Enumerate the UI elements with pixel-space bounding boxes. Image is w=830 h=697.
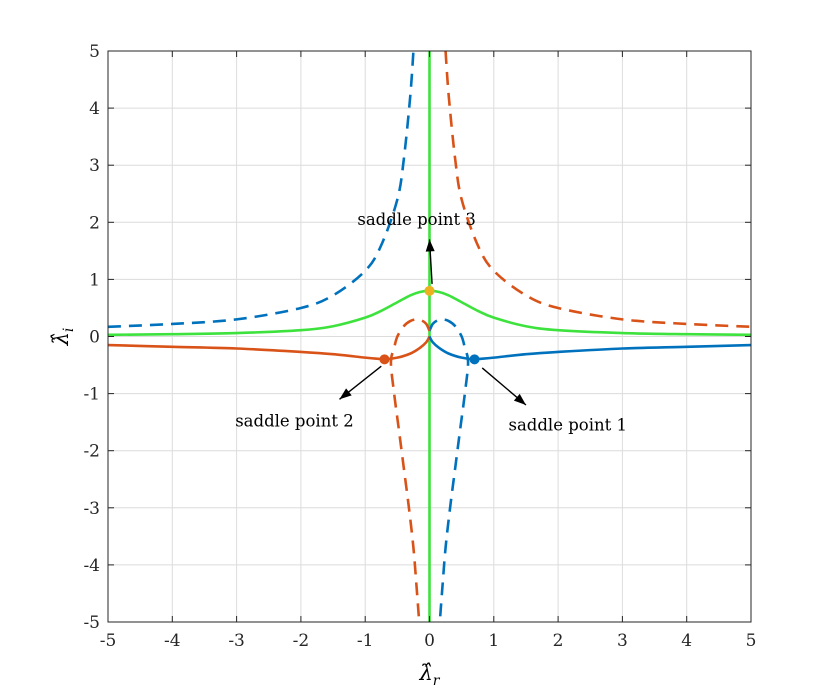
series-line-2 (108, 335, 431, 361)
y-tick-label: 2 (89, 213, 100, 233)
y-tick-label: -1 (83, 385, 100, 405)
series-line-7 (389, 318, 431, 622)
x-axis-label-sub: r (433, 673, 441, 689)
points-layer (379, 285, 480, 365)
y-tick-label: 0 (89, 328, 100, 348)
series-layer (108, 51, 751, 622)
x-tick-label: 3 (617, 631, 628, 651)
y-tick-label: -5 (83, 613, 100, 633)
annotation-arrow-head (513, 393, 526, 406)
annotation-label: saddle point 1 (508, 416, 627, 435)
annotation-arrow-head (339, 388, 352, 400)
x-tick-label: 0 (424, 631, 435, 651)
y-tick-label: 4 (89, 99, 100, 119)
x-tick-label: -5 (100, 631, 117, 651)
ticks: -5 -4 -3 -2 -1 0 1 2 3 4 5 -5 -4 -3 -2 -1 0 1 2 3 4 5 (83, 42, 756, 651)
y-axis-label: λ̂i (49, 328, 77, 347)
x-tick-label: -1 (357, 631, 374, 651)
y-tick-label: 5 (89, 42, 100, 62)
series-line-6 (444, 51, 751, 329)
x-tick-label: 1 (488, 631, 499, 651)
x-axis-label-main: λ̂ (418, 661, 432, 685)
y-tick-label: -4 (83, 556, 100, 576)
x-tick-label: -4 (164, 631, 181, 651)
y-tick-label: -3 (83, 499, 100, 519)
x-tick-label: 2 (553, 631, 564, 651)
saddle-point-marker-2 (379, 354, 390, 365)
saddle-point-marker-1 (469, 354, 480, 365)
y-axis-label-sub: i (61, 328, 77, 332)
annotation-label: saddle point 3 (357, 210, 476, 229)
x-tick-label: -2 (293, 631, 310, 651)
x-axis-label: λ̂r (418, 661, 440, 689)
y-tick-label: -2 (83, 442, 100, 462)
annotation-arrow-head (425, 239, 435, 252)
series-line-4 (108, 51, 415, 329)
x-tick-label: 5 (746, 631, 757, 651)
y-tick-label: 3 (89, 156, 100, 176)
saddle-point-marker-3 (424, 285, 435, 296)
y-axis-label-main: λ̂ (49, 332, 73, 346)
annotations-layer: saddle point 3 saddle point 2 saddle point… (235, 210, 627, 435)
y-tick-label: 1 (89, 270, 100, 290)
x-tick-label: -3 (228, 631, 245, 651)
series-line-3 (428, 335, 751, 361)
annotation-label: saddle point 2 (235, 412, 354, 431)
x-tick-label: 4 (681, 631, 692, 651)
series-line-5 (428, 318, 470, 622)
